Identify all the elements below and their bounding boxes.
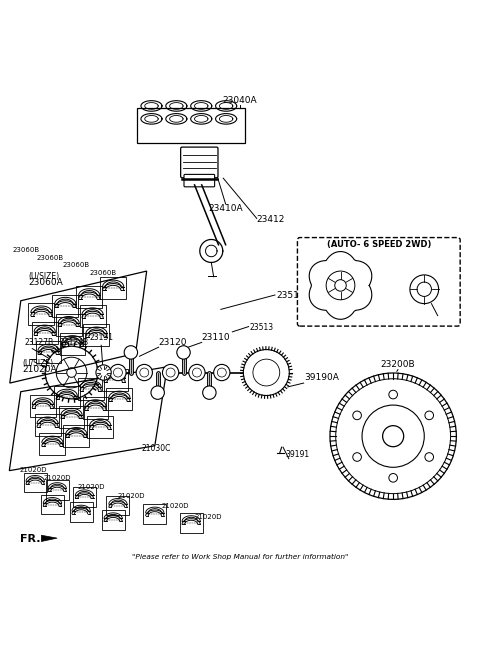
Circle shape [389,474,397,482]
Text: 23410A: 23410A [208,204,243,213]
Bar [80,305,106,327]
Circle shape [203,386,216,399]
Bar [24,473,47,493]
Circle shape [136,365,153,380]
Bar [59,405,84,428]
Circle shape [410,275,439,304]
Circle shape [353,453,361,461]
Text: 21020D: 21020D [77,484,105,489]
Bar [76,286,102,308]
Bar [41,495,64,514]
Text: (U/SIZE): (U/SIZE) [28,271,60,281]
Polygon shape [9,367,167,470]
Circle shape [110,365,126,380]
Bar [144,505,166,524]
Text: 39191: 39191 [286,449,310,459]
Text: "Please refer to Work Shop Manual for further information": "Please refer to Work Shop Manual for fu… [132,555,348,560]
Bar [102,369,128,391]
Circle shape [425,411,433,420]
Circle shape [425,453,433,461]
Text: 23060B: 23060B [89,270,116,276]
Bar [30,395,56,417]
Text: 21020D: 21020D [118,493,145,499]
Text: 39190A: 39190A [305,373,339,382]
Text: 23060B: 23060B [12,247,40,253]
Circle shape [189,365,205,380]
Text: 21020D: 21020D [44,475,71,481]
Text: 1430JE: 1430JE [420,409,446,419]
Text: 23510: 23510 [276,292,304,300]
Bar [35,414,60,436]
Bar [63,424,89,447]
Bar [28,303,54,325]
Circle shape [162,365,179,380]
Text: 23311A: 23311A [386,470,415,479]
Text: 23060A: 23060A [28,279,63,287]
Bar [100,277,126,300]
FancyBboxPatch shape [180,147,218,178]
Bar [73,487,96,507]
Text: 23120: 23120 [158,338,187,347]
Text: 23131: 23131 [89,333,113,342]
Circle shape [124,346,138,359]
Circle shape [389,390,397,399]
Text: FR.: FR. [20,534,40,544]
Bar [137,108,245,143]
Text: 21030C: 21030C [142,444,171,453]
Circle shape [151,386,164,399]
Circle shape [328,372,458,501]
Text: 23311B: 23311B [426,290,455,298]
Bar [78,378,104,400]
Bar [52,294,78,317]
Text: 23513: 23513 [250,323,274,332]
Text: 23060B: 23060B [36,254,64,261]
Bar [83,397,108,419]
Bar [32,323,58,344]
Text: (U/SIZE): (U/SIZE) [22,359,53,368]
Text: 23110: 23110 [202,333,230,342]
Text: 23127B: 23127B [24,338,54,347]
Text: 23226B: 23226B [426,265,455,275]
Text: 23412: 23412 [257,215,285,224]
Text: 21020A: 21020A [22,365,57,374]
Polygon shape [10,271,147,383]
Bar [107,388,132,411]
Circle shape [214,365,230,380]
Bar [84,324,109,346]
Bar [54,386,80,409]
Text: 23060B: 23060B [63,262,90,268]
Text: 23211B: 23211B [345,296,374,306]
Bar [107,496,130,516]
Bar [102,510,125,530]
Circle shape [243,350,289,396]
Text: 23200B: 23200B [381,360,415,369]
Bar [87,416,113,438]
Bar [39,434,65,455]
Bar [56,313,82,336]
Bar [60,333,85,355]
Circle shape [96,365,111,380]
Polygon shape [41,535,57,541]
Bar [180,513,203,533]
Text: 21020D: 21020D [161,503,189,509]
FancyBboxPatch shape [184,174,215,187]
Text: 21020D: 21020D [194,514,222,520]
Text: (AUTO- 6 SPEED 2WD): (AUTO- 6 SPEED 2WD) [326,240,431,249]
Text: 21020D: 21020D [20,467,48,473]
Text: 23124B: 23124B [59,338,88,347]
Circle shape [353,411,361,420]
Bar [46,480,69,500]
FancyBboxPatch shape [298,238,460,326]
Bar [70,503,93,522]
Text: 23040A: 23040A [223,95,257,104]
Bar [36,342,61,363]
Circle shape [177,346,190,359]
